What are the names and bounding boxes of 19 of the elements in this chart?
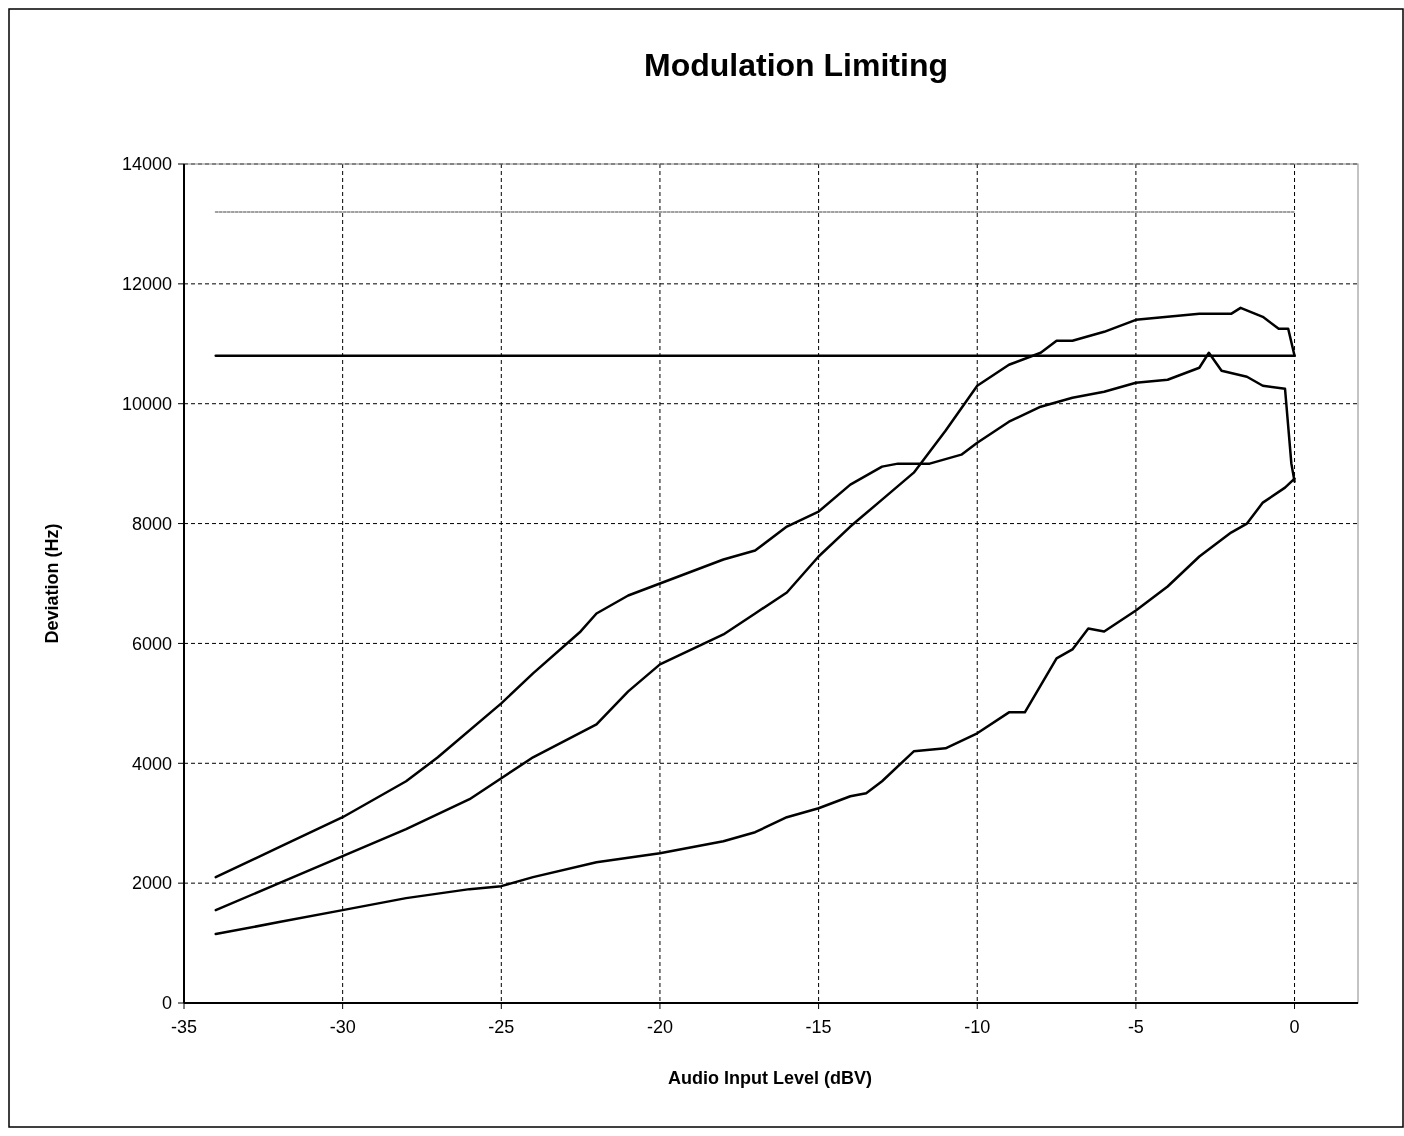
- y-tick-label: 10000: [121, 394, 172, 415]
- chart-title: Modulation Limiting: [644, 47, 948, 83]
- y-tick-label: 8000: [131, 513, 172, 534]
- x-tick-label: -10: [964, 1017, 991, 1037]
- x-tick-label: -15: [805, 1017, 832, 1037]
- x-tick-label: -25: [488, 1017, 515, 1037]
- x-tick-label: -30: [329, 1017, 356, 1037]
- y-axis-title: Deviation (Hz): [42, 523, 62, 644]
- x-tick-label: -20: [646, 1017, 673, 1037]
- y-tick-label: 0: [161, 993, 172, 1014]
- y-tick-label: 4000: [131, 753, 172, 774]
- y-tick-label: 2000: [131, 873, 172, 894]
- y-tick-label: 6000: [131, 633, 172, 654]
- x-tick-label: -35: [170, 1017, 198, 1037]
- x-tick-label: -5: [1127, 1017, 1144, 1037]
- x-axis-title: Audio Input Level (dBV): [668, 1068, 872, 1088]
- y-tick-label: 12000: [121, 274, 172, 295]
- y-tick-label: 14000: [121, 154, 172, 175]
- x-tick-label: 0: [1289, 1017, 1300, 1037]
